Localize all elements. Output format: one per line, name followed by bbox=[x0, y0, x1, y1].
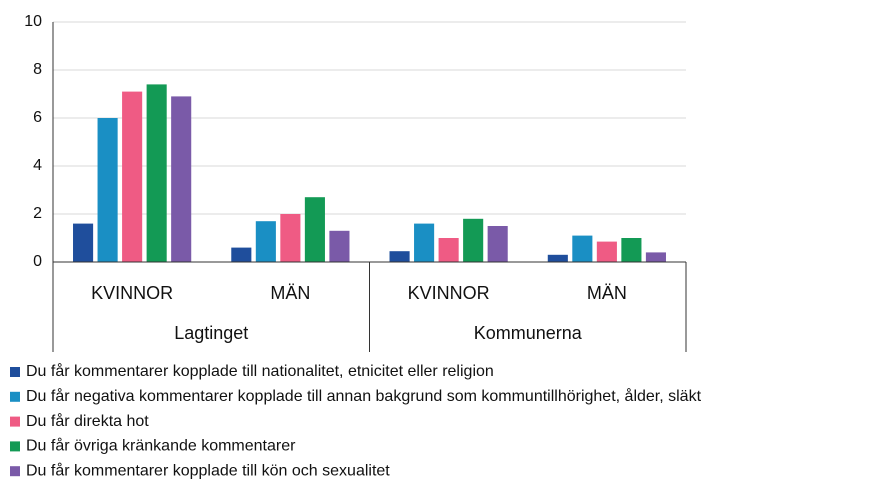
bar bbox=[231, 247, 252, 262]
bar bbox=[171, 96, 192, 263]
y-tick-label: 4 bbox=[33, 157, 42, 174]
legend-label: Du får direkta hot bbox=[26, 412, 149, 430]
bar bbox=[97, 118, 118, 262]
y-tick-label: 0 bbox=[33, 253, 42, 270]
bar bbox=[547, 254, 568, 262]
bar bbox=[122, 91, 143, 262]
legend-label: Du får övriga kränkande kommentarer bbox=[26, 437, 296, 455]
bar bbox=[414, 223, 435, 262]
legend-label: Du får kommentarer kopplade till kön och… bbox=[26, 461, 390, 479]
bar bbox=[438, 238, 459, 262]
x-tick-label: MÄN bbox=[270, 283, 310, 303]
bar bbox=[73, 223, 94, 262]
group-label: Kommunerna bbox=[474, 323, 583, 343]
bar bbox=[463, 218, 484, 262]
legend-swatch bbox=[10, 391, 20, 402]
bar bbox=[645, 252, 666, 262]
bar bbox=[487, 226, 508, 262]
x-tick-label: KVINNOR bbox=[408, 283, 490, 303]
y-tick-label: 8 bbox=[33, 61, 42, 78]
legend-swatch bbox=[10, 466, 20, 477]
legend-swatch bbox=[10, 416, 20, 427]
bar bbox=[329, 230, 350, 262]
legend-swatch bbox=[10, 367, 20, 377]
legend-label: Du får kommentarer kopplade till nationa… bbox=[26, 362, 494, 380]
bar bbox=[389, 251, 410, 262]
legend-label: Du får negativa kommentarer kopplade til… bbox=[26, 387, 702, 405]
bar bbox=[255, 221, 276, 262]
bar bbox=[280, 214, 301, 262]
y-tick-label: 2 bbox=[33, 205, 42, 222]
bar bbox=[621, 238, 642, 262]
y-tick-label: 10 bbox=[24, 13, 42, 30]
group-label: Lagtinget bbox=[174, 323, 248, 343]
bar bbox=[146, 84, 167, 263]
x-tick-label: KVINNOR bbox=[91, 283, 173, 303]
legend-swatch bbox=[10, 441, 20, 452]
bar bbox=[304, 197, 325, 262]
x-tick-label: MÄN bbox=[587, 283, 627, 303]
y-tick-label: 6 bbox=[33, 109, 42, 126]
bar bbox=[596, 241, 617, 262]
bar bbox=[572, 235, 593, 262]
